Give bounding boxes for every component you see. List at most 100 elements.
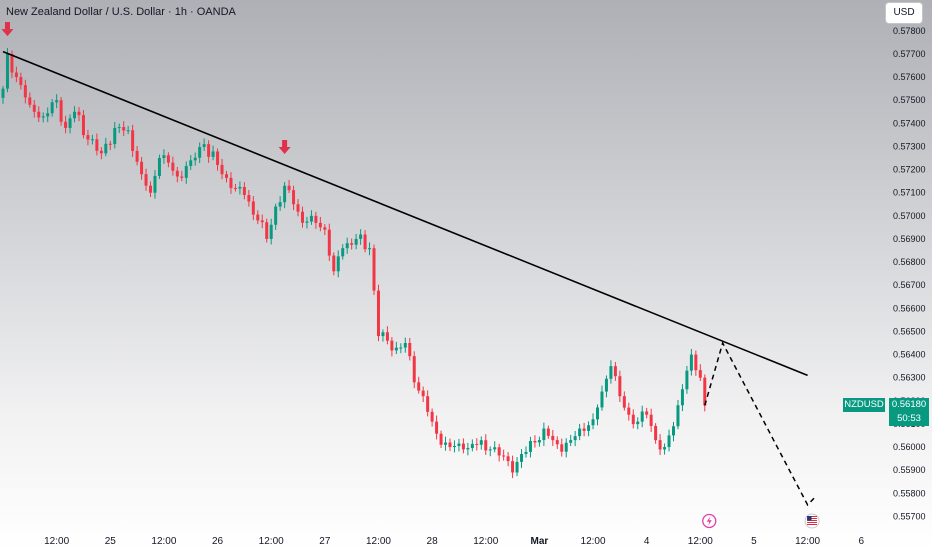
x-tick-label: Mar bbox=[531, 536, 549, 547]
candle-body bbox=[77, 111, 81, 116]
candle-body bbox=[323, 227, 327, 230]
candle-body bbox=[649, 414, 653, 426]
projection-path[interactable] bbox=[704, 340, 818, 507]
candle-body bbox=[189, 160, 193, 166]
us-flag-event-icon[interactable] bbox=[804, 513, 820, 529]
candle-body bbox=[305, 221, 309, 223]
candle-body bbox=[560, 444, 564, 452]
candle-body bbox=[685, 370, 689, 390]
y-tick-label: 0.56800 bbox=[893, 257, 926, 267]
candle-body bbox=[546, 428, 550, 436]
candle-body bbox=[86, 135, 90, 140]
drawings[interactable] bbox=[2, 50, 818, 507]
candle-body bbox=[412, 356, 416, 383]
candle-body bbox=[417, 382, 421, 391]
candle-body bbox=[242, 186, 246, 195]
y-tick-label: 0.56000 bbox=[893, 442, 926, 452]
candle-body bbox=[354, 238, 358, 245]
candle-body bbox=[278, 202, 282, 207]
candle-body bbox=[90, 139, 94, 141]
flag-canton bbox=[807, 516, 812, 521]
candle-body bbox=[493, 447, 497, 450]
candle-body bbox=[175, 170, 179, 177]
candle-body bbox=[10, 53, 14, 73]
candle-body bbox=[309, 215, 313, 222]
lightning-bolt bbox=[706, 516, 712, 526]
candle-body bbox=[555, 440, 559, 445]
candle-body bbox=[345, 243, 349, 249]
candle-body bbox=[117, 127, 121, 129]
candle-body bbox=[153, 175, 157, 193]
candle-body bbox=[108, 143, 112, 145]
x-tick-label: 12:00 bbox=[44, 536, 69, 547]
y-axis: 0.57800 0.57700 0.57600 0.57500 0.57400 0.573… bbox=[893, 26, 926, 522]
candle-body bbox=[269, 224, 273, 239]
candle-body bbox=[5, 53, 9, 89]
candle-body bbox=[131, 130, 135, 151]
y-tick-label: 0.56300 bbox=[893, 373, 926, 383]
candle-body bbox=[448, 442, 452, 448]
currency-button[interactable]: USD bbox=[885, 2, 923, 24]
candle-body bbox=[238, 186, 242, 189]
events[interactable] bbox=[702, 513, 820, 529]
candle-body bbox=[247, 195, 251, 202]
candle-body bbox=[350, 243, 354, 245]
candle-body bbox=[19, 77, 23, 86]
candle-body bbox=[50, 102, 54, 114]
candle-body bbox=[381, 332, 385, 337]
candle-body bbox=[484, 440, 488, 451]
candle-body bbox=[399, 347, 403, 349]
x-tick-label: 4 bbox=[644, 536, 650, 547]
candle-body bbox=[292, 190, 296, 205]
down-arrow-head bbox=[1, 29, 14, 37]
candle-body bbox=[341, 248, 345, 257]
candle-body bbox=[502, 455, 506, 457]
candle-body bbox=[537, 440, 541, 443]
candle-body bbox=[582, 428, 586, 431]
candle-body bbox=[37, 111, 41, 118]
candle-body bbox=[618, 376, 622, 397]
y-tick-label: 0.57400 bbox=[893, 118, 926, 128]
candle-body bbox=[233, 188, 237, 190]
candle-body bbox=[113, 127, 117, 145]
trendline[interactable] bbox=[2, 50, 808, 377]
candle-body bbox=[95, 139, 99, 151]
candle-body bbox=[332, 255, 336, 272]
lightning-event-icon[interactable] bbox=[702, 513, 717, 529]
candle-body bbox=[64, 121, 68, 128]
candle-body bbox=[99, 150, 103, 154]
candle-body bbox=[385, 332, 389, 341]
candle-body bbox=[171, 162, 175, 171]
bar-countdown-tag: 50:53 bbox=[889, 412, 929, 427]
flag-stripe bbox=[807, 522, 818, 523]
x-tick-label: 25 bbox=[105, 536, 117, 547]
candle-body bbox=[202, 144, 206, 147]
x-tick-label: 12:00 bbox=[581, 536, 606, 547]
y-tick-label: 0.57300 bbox=[893, 141, 926, 151]
y-tick-label: 0.57000 bbox=[893, 211, 926, 221]
candle-body bbox=[663, 447, 667, 450]
candle-body bbox=[430, 411, 434, 422]
candle-body bbox=[300, 211, 304, 223]
candle-body bbox=[520, 454, 524, 462]
x-tick-label: 12:00 bbox=[366, 536, 391, 547]
x-tick-label: 12:00 bbox=[688, 536, 713, 547]
candle-body bbox=[55, 100, 59, 103]
candle-body bbox=[564, 442, 568, 452]
y-tick-label: 0.56400 bbox=[893, 350, 926, 360]
candle-body bbox=[676, 405, 680, 427]
candle-body bbox=[444, 442, 448, 445]
candle-body bbox=[166, 155, 170, 163]
candle-body bbox=[435, 421, 439, 434]
candle-body bbox=[140, 161, 144, 175]
candle-body bbox=[46, 113, 50, 117]
y-tick-label: 0.57800 bbox=[893, 26, 926, 36]
candle-body bbox=[216, 151, 220, 165]
x-tick-label: 12:00 bbox=[259, 536, 284, 547]
candle-body bbox=[627, 407, 631, 415]
candle-body bbox=[609, 366, 613, 379]
y-tick-label: 0.56600 bbox=[893, 303, 926, 313]
markers bbox=[1, 22, 291, 154]
candle-body bbox=[68, 118, 72, 128]
